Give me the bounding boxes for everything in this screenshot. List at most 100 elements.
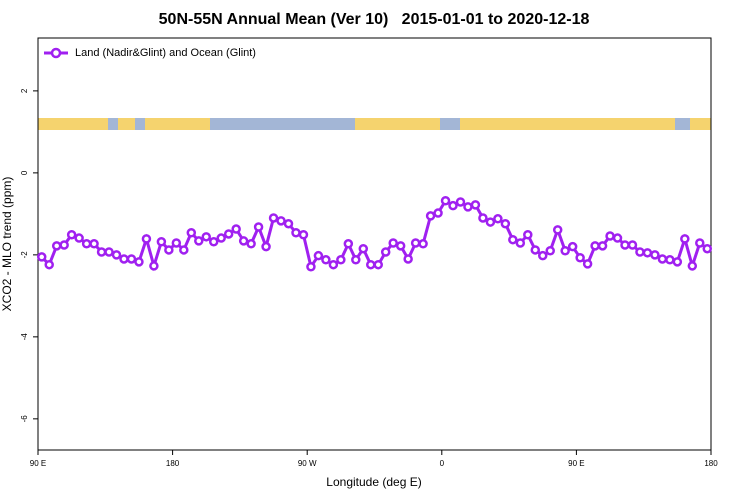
data-point	[179, 245, 189, 255]
data-point	[440, 196, 451, 206]
x-tick-label: 90 E	[568, 459, 584, 468]
data-point	[156, 236, 167, 247]
data-point	[201, 232, 211, 242]
data-point	[538, 250, 548, 261]
y-tick-label: -4	[20, 333, 29, 341]
data-point	[141, 234, 152, 244]
data-point	[552, 225, 563, 235]
data-point	[680, 234, 690, 244]
data-point	[81, 239, 92, 249]
data-point	[388, 238, 398, 248]
data-point	[687, 261, 698, 271]
data-point	[575, 252, 585, 263]
data-point	[261, 241, 271, 252]
data-point	[418, 239, 428, 249]
data-point	[223, 229, 234, 239]
data-point	[620, 240, 630, 250]
legend-label: Land (Nadir&Glint) and Ocean (Glint)	[75, 47, 256, 59]
data-point	[545, 246, 555, 256]
plot-frame	[37, 37, 712, 451]
data-point	[358, 243, 369, 254]
data-point	[395, 241, 406, 251]
data-point	[306, 262, 316, 272]
data-point	[373, 259, 383, 270]
data-point	[627, 240, 638, 250]
data-point	[268, 213, 279, 223]
data-point	[597, 241, 608, 251]
data-point	[231, 224, 241, 234]
data-point	[119, 254, 129, 264]
data-point	[605, 231, 615, 241]
data-point	[366, 259, 376, 270]
data-point	[253, 222, 264, 232]
y-tick-label: 0	[20, 170, 29, 175]
data-point	[164, 245, 174, 255]
data-point	[695, 238, 705, 248]
data-point	[149, 261, 159, 271]
data-point	[216, 233, 226, 243]
data-point	[134, 257, 144, 267]
x-tick-label: 0	[440, 459, 445, 468]
data-point	[567, 241, 578, 252]
data-point	[96, 247, 107, 257]
data-point	[665, 255, 675, 265]
data-point	[51, 241, 62, 251]
data-point	[298, 230, 309, 240]
y-axis-label: XCO2 - MLO trend (ppm)	[0, 177, 14, 312]
y-tick-label: 2	[20, 88, 29, 93]
data-point	[702, 243, 713, 254]
x-tick-label: 90 E	[30, 459, 46, 468]
x-axis-label: Longitude (deg E)	[326, 475, 421, 489]
data-point	[126, 254, 137, 264]
y-tick-label: -6	[20, 415, 29, 423]
data-point	[493, 214, 503, 224]
data-point	[403, 254, 413, 264]
data-point	[635, 247, 645, 257]
data-point	[380, 247, 391, 257]
x-tick-label: 90 W	[298, 459, 317, 468]
data-point	[642, 248, 653, 258]
data-point	[410, 238, 421, 248]
data-point	[448, 200, 458, 211]
data-point	[89, 239, 99, 249]
data-point	[194, 236, 204, 246]
data-point	[425, 211, 436, 221]
data-point	[582, 259, 593, 269]
data-point	[171, 238, 182, 248]
data-point	[351, 255, 361, 265]
data-point	[186, 227, 197, 238]
data-point	[508, 234, 518, 245]
data-point	[515, 238, 526, 248]
data-point	[650, 250, 660, 260]
data-point	[463, 202, 473, 212]
data-point	[485, 217, 496, 227]
data-point	[343, 239, 354, 249]
data-point	[246, 239, 256, 249]
data-point	[104, 247, 114, 257]
data-point	[657, 254, 668, 264]
x-tick-label: 180	[166, 459, 180, 468]
data-point	[291, 227, 301, 238]
data-point	[111, 250, 122, 260]
data-point	[455, 197, 466, 207]
chart-title: 50N-55N Annual Mean (Ver 10) 2015-01-01 …	[159, 11, 590, 28]
data-point	[44, 259, 54, 270]
data-point	[478, 213, 488, 223]
data-point	[590, 241, 600, 251]
land-ocean-strip	[38, 118, 711, 130]
data-point	[313, 250, 324, 261]
data-point	[500, 218, 511, 229]
data-point	[336, 255, 346, 265]
data-point	[66, 230, 77, 240]
data-point	[470, 200, 481, 210]
data-point	[612, 233, 623, 243]
data-point	[560, 246, 570, 256]
data-point	[523, 230, 533, 240]
x-tick-label: 180	[704, 459, 718, 468]
data-point	[321, 255, 331, 265]
data-point	[283, 218, 294, 229]
data-point	[276, 216, 286, 226]
data-point	[238, 236, 249, 246]
data-point	[59, 240, 69, 250]
